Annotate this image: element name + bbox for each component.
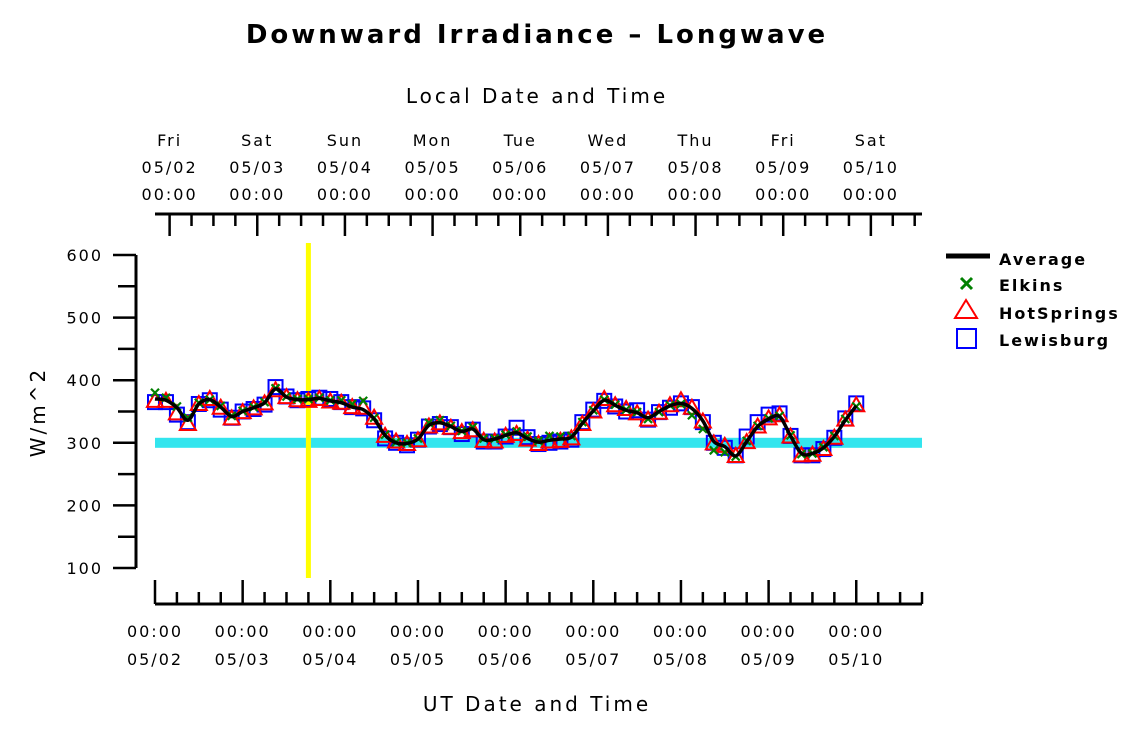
- top-tick-day: Fri: [771, 131, 796, 150]
- legend-hotsprings-swatch: [953, 298, 979, 319]
- top-tick-date: 05/04: [317, 158, 373, 177]
- hotsprings-point: [254, 393, 275, 411]
- bottom-tick-time: 00:00: [828, 622, 884, 641]
- legend-lewisburg-label: Lewisburg: [999, 331, 1110, 350]
- hotsprings-point: [583, 401, 604, 419]
- lewisburg-point: [147, 394, 163, 411]
- elkins-point: [150, 387, 160, 398]
- elkins-point-stroke: [358, 396, 368, 406]
- y-tick-label: 600: [66, 246, 103, 265]
- top-tick-date: 05/06: [492, 158, 548, 177]
- top-tick-date: 05/08: [667, 158, 723, 177]
- hotsprings-point: [846, 395, 866, 413]
- top-tick-day: Tue: [503, 131, 537, 150]
- bottom-tick-time: 00:00: [127, 622, 183, 641]
- bottom-tick-time: 00:00: [478, 622, 534, 641]
- bottom-tick-date: 05/02: [127, 650, 183, 669]
- hotsprings-point: [594, 388, 614, 406]
- top-tick-day: Sun: [327, 131, 363, 150]
- bottom-tick-date: 05/03: [215, 650, 271, 669]
- legend-elkins-swatch: [959, 276, 974, 291]
- y-axis-label: W/m^2: [26, 367, 50, 457]
- top-tick-time: 00:00: [405, 185, 461, 204]
- bottom-tick-date: 05/07: [565, 650, 621, 669]
- top-tick-day: Sat: [241, 131, 273, 150]
- elkins-point-stroke: [150, 387, 160, 398]
- hotsprings-point: [824, 427, 845, 445]
- bottom-tick-time: 00:00: [741, 622, 797, 641]
- plot-area: [145, 243, 922, 578]
- hotsprings-point: [835, 409, 856, 427]
- hotsprings-point: [572, 414, 593, 432]
- top-tick-time: 00:00: [229, 185, 285, 204]
- hotsprings-point: [408, 430, 428, 448]
- bottom-tick-time: 00:00: [215, 622, 271, 641]
- lewisburg-point: [157, 394, 174, 411]
- legend-lewisburg-swatch: [956, 328, 977, 349]
- y-tick-label: 100: [66, 559, 103, 578]
- top-tick-date: 05/09: [755, 158, 811, 177]
- legend-average-label: Average: [999, 250, 1087, 269]
- hotsprings-point: [375, 425, 395, 443]
- bottom-tick-date: 05/09: [741, 650, 797, 669]
- y-tick-label: 400: [66, 371, 103, 390]
- top-tick-day: Wed: [587, 131, 628, 150]
- top-tick-time: 00:00: [755, 185, 811, 204]
- top-axis-title: Local Date and Time: [406, 84, 668, 108]
- top-tick-time: 00:00: [843, 185, 899, 204]
- bottom-tick-time: 00:00: [302, 622, 358, 641]
- bottom-tick-date: 05/04: [302, 650, 358, 669]
- y-tick-label: 300: [66, 434, 103, 453]
- lewisburg-point: [212, 401, 229, 418]
- lewisburg-point: [508, 419, 525, 436]
- bottom-axis-title: UT Date and Time: [423, 692, 651, 716]
- hotsprings-point: [747, 416, 768, 434]
- chart-title: Downward Irradiance – Longwave: [246, 20, 828, 50]
- top-tick-date: 05/10: [843, 158, 899, 177]
- elkins-point: [358, 396, 368, 406]
- top-tick-day: Fri: [157, 131, 182, 150]
- y-tick-label: 200: [66, 496, 103, 515]
- top-axis: Fri 05/02 00:00 Sat 05/03 00:00 Sun 05/04 00:00 M…: [142, 131, 922, 236]
- bottom-tick-date: 05/06: [478, 650, 534, 669]
- top-tick-date: 05/02: [142, 158, 198, 177]
- elkins-point-stroke: [709, 445, 719, 456]
- top-tick-date: 05/03: [229, 158, 285, 177]
- hotsprings-point: [736, 432, 757, 450]
- bottom-tick-date: 05/05: [390, 650, 446, 669]
- top-tick-date: 05/05: [405, 158, 461, 177]
- bottom-tick-time: 00:00: [653, 622, 709, 641]
- lewisburg-point: [267, 379, 284, 396]
- bottom-tick-date: 05/10: [828, 650, 884, 669]
- top-tick-time: 00:00: [667, 185, 723, 204]
- bottom-tick-time: 00:00: [390, 622, 446, 641]
- top-tick-time: 00:00: [317, 185, 373, 204]
- top-tick-day: Thu: [677, 131, 714, 150]
- hotsprings-point: [780, 426, 801, 444]
- hotsprings-point: [178, 414, 198, 432]
- y-tick-label: 500: [66, 309, 103, 328]
- hotsprings-point: [813, 439, 834, 457]
- top-tick-time: 00:00: [580, 185, 636, 204]
- legend-hotsprings-label: HotSprings: [999, 304, 1120, 323]
- legend-elkins-label: Elkins: [999, 276, 1064, 295]
- bottom-tick-date: 05/08: [653, 650, 709, 669]
- top-tick-date: 05/07: [580, 158, 636, 177]
- y-axis: 100 200 300 400 500 600: [66, 246, 138, 578]
- hotsprings-point: [200, 388, 220, 406]
- hotsprings-point: [671, 390, 691, 408]
- top-tick-day: Sat: [855, 131, 887, 150]
- top-tick-time: 00:00: [492, 185, 548, 204]
- top-tick-time: 00:00: [142, 185, 198, 204]
- elkins-point: [709, 445, 719, 456]
- bottom-tick-time: 00:00: [565, 622, 621, 641]
- hotsprings-point: [211, 397, 231, 415]
- average-line: [154, 387, 858, 458]
- legend: Average Elkins HotSprings Lewisburg: [946, 250, 1120, 350]
- elkins-point-stroke: [544, 431, 555, 441]
- top-tick-day: Mon: [413, 131, 453, 150]
- bottom-axis: 00:00 05/02 00:00 05/03 00:00 05/04 00:00 05/05…: [127, 580, 924, 669]
